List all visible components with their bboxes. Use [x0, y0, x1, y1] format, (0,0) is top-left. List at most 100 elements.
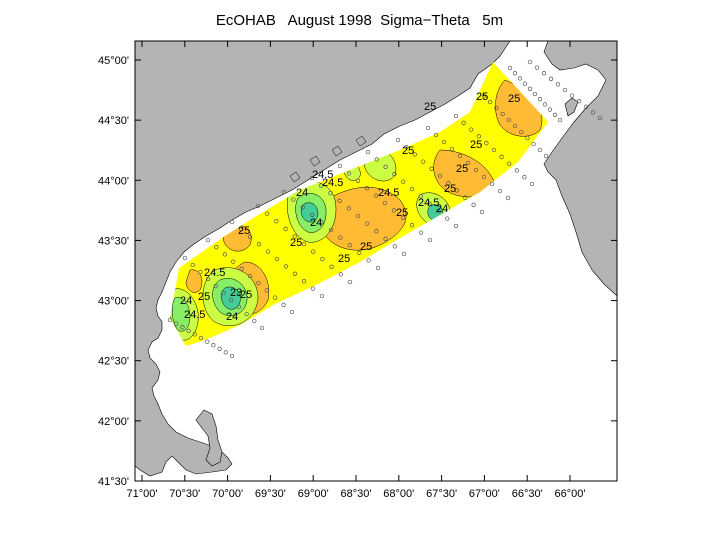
station-marker: [337, 198, 342, 203]
lat-tick-label: 42°00': [98, 416, 129, 428]
station-marker: [366, 258, 371, 263]
station-marker: [525, 135, 530, 141]
station-marker: [400, 215, 406, 220]
station-marker: [373, 193, 379, 198]
station-marker: [491, 147, 497, 153]
station-marker: [239, 266, 244, 271]
station-marker: [223, 350, 228, 355]
lon-tick-label: 67°30': [426, 488, 457, 500]
station-marker: [256, 242, 262, 247]
station-marker: [576, 99, 582, 104]
field-warm-patch: [185, 269, 203, 293]
station-marker: [214, 245, 219, 250]
station-marker: [409, 223, 415, 228]
contour-label: 25: [198, 291, 210, 303]
station-marker: [383, 236, 388, 241]
station-marker: [541, 71, 547, 76]
lat-tick-label: 42°30': [98, 356, 129, 368]
station-marker: [281, 302, 286, 307]
contour-label: 24: [436, 203, 448, 215]
station-marker: [310, 212, 315, 217]
map-title: EcOHAB August 1998 Sigma−Theta 5m: [215, 12, 504, 29]
station-marker: [211, 343, 216, 348]
station-marker: [543, 153, 549, 159]
contour-label: 25: [508, 93, 520, 105]
station-marker: [494, 105, 499, 111]
station-marker: [453, 113, 459, 119]
station-marker: [395, 137, 401, 143]
station-marker: [355, 213, 361, 219]
station-marker: [213, 283, 218, 289]
station-marker: [522, 81, 528, 86]
station-marker: [527, 86, 533, 91]
station-marker: [291, 197, 296, 202]
station-marker: [590, 110, 596, 115]
station-marker: [346, 171, 352, 176]
station-marker: [537, 97, 543, 102]
station-marker: [569, 93, 575, 98]
contour-label: 25: [476, 91, 488, 103]
station-marker: [512, 71, 518, 76]
station-marker: [319, 220, 324, 225]
contour-label: 24.5: [312, 169, 333, 181]
station-marker: [329, 264, 334, 269]
lon-tick-label: 69°00': [298, 488, 329, 500]
station-marker: [375, 265, 381, 271]
station-marker: [517, 76, 523, 81]
station-marker: [454, 188, 459, 193]
station-marker: [463, 195, 468, 200]
station-marker: [283, 226, 288, 231]
station-marker: [392, 172, 397, 177]
station-marker: [205, 237, 211, 243]
station-marker: [506, 117, 511, 123]
station-marker: [301, 241, 307, 247]
station-marker: [583, 104, 589, 109]
station-marker: [401, 251, 407, 257]
contour-label: 24.5: [378, 187, 399, 199]
station-marker: [441, 139, 447, 145]
station-marker: [471, 202, 476, 207]
station-marker: [457, 153, 463, 159]
land-nova-scotia: [543, 41, 617, 297]
station-marker: [519, 129, 524, 135]
station-marker: [274, 219, 279, 224]
station-marker: [292, 234, 297, 239]
station-marker: [205, 276, 211, 282]
contour-label: 25: [456, 163, 468, 175]
station-marker: [273, 295, 278, 300]
lon-tick-label: 69°30': [255, 488, 286, 500]
station-marker: [198, 269, 203, 275]
station-marker: [484, 141, 489, 146]
station-marker: [190, 262, 195, 268]
station-marker: [429, 166, 434, 171]
contour-label: 24: [296, 187, 308, 199]
contour-label: 25: [444, 183, 456, 195]
contour-label: 24: [310, 217, 322, 229]
station-marker: [222, 252, 227, 257]
station-marker: [198, 335, 204, 341]
station-marker: [186, 328, 191, 333]
station-marker: [404, 145, 409, 150]
station-marker: [382, 200, 388, 206]
station-marker: [433, 132, 439, 138]
station-marker: [247, 273, 253, 279]
station-marker: [542, 102, 548, 107]
station-marker: [507, 161, 512, 166]
lat-tick-label: 44°30': [98, 115, 129, 127]
contour-label: 24.5: [184, 309, 205, 321]
contour-label: 25: [402, 145, 414, 157]
contour-label: 24.5: [418, 197, 439, 209]
station-marker: [465, 160, 471, 166]
station-marker: [505, 195, 511, 201]
station-marker: [392, 244, 397, 249]
station-marker: [229, 219, 235, 225]
station-marker: [221, 290, 226, 296]
station-marker: [418, 194, 423, 199]
station-marker: [445, 216, 450, 221]
station-marker: [265, 249, 271, 254]
lat-tick-label: 44°00': [98, 175, 129, 187]
station-marker: [310, 286, 316, 291]
station-marker: [265, 211, 270, 216]
station-marker: [357, 250, 362, 255]
station-marker: [527, 59, 533, 65]
